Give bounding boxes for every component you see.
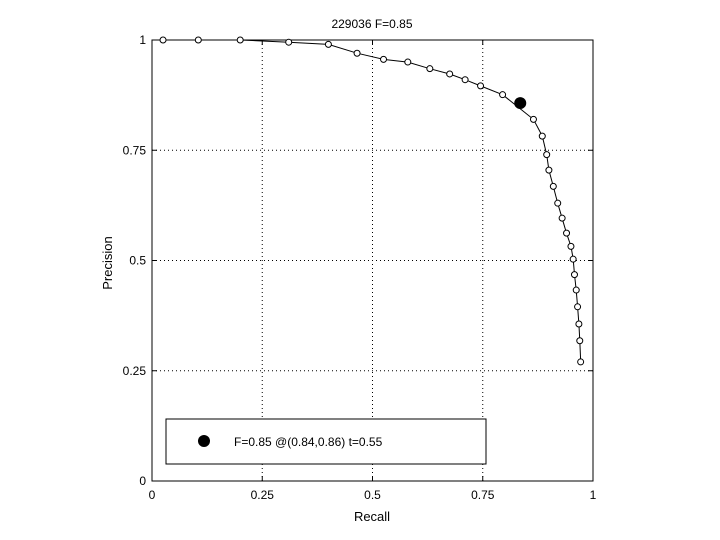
data-point <box>461 76 469 84</box>
y-tick-label: 0 <box>139 474 146 488</box>
x-tick-label: 0 <box>149 488 156 502</box>
x-tick-label: 1 <box>590 488 597 502</box>
x-tick-label: 0.25 <box>251 488 275 502</box>
data-point <box>558 214 566 222</box>
legend-label: F=0.85 @(0.84,0.86) t=0.55 <box>234 435 383 449</box>
x-tick-label: 0.5 <box>364 488 381 502</box>
data-point <box>569 255 577 263</box>
data-point <box>575 320 583 328</box>
x-axis-label: Recall <box>354 509 390 524</box>
data-point <box>549 182 557 190</box>
data-point <box>554 199 562 207</box>
y-tick-label: 0.25 <box>123 364 147 378</box>
data-point <box>426 65 434 73</box>
legend-box <box>165 418 487 465</box>
data-point <box>285 38 293 46</box>
y-axis-label: Precision <box>100 236 115 289</box>
data-point <box>194 36 202 44</box>
y-tick-label: 0.75 <box>123 143 147 157</box>
y-tick-label: 0.5 <box>129 254 146 268</box>
data-point <box>576 337 584 345</box>
axis-ticks: 0 0.25 0.5 0.75 1 0 0.25 0.5 0.75 1 <box>123 33 597 502</box>
data-point <box>159 36 167 44</box>
legend-marker-best-point <box>198 435 210 447</box>
y-tick-label: 1 <box>139 33 146 47</box>
data-point <box>324 40 332 48</box>
series-group <box>159 36 585 366</box>
data-point <box>577 358 585 366</box>
data-point <box>567 242 575 250</box>
x-tick-label: 0.75 <box>471 488 495 502</box>
data-point <box>570 271 578 279</box>
data-point <box>574 303 582 311</box>
data-point <box>353 49 361 57</box>
grid-lines <box>152 40 593 481</box>
data-point <box>572 286 580 294</box>
data-point <box>446 70 454 78</box>
data-point <box>529 115 537 123</box>
data-point <box>380 55 388 63</box>
data-point <box>543 151 551 159</box>
data-point <box>563 229 571 237</box>
data-point <box>477 82 485 90</box>
legend: F=0.85 @(0.84,0.86) t=0.55 <box>165 418 487 465</box>
best-f-point <box>514 97 527 110</box>
data-point <box>538 132 546 140</box>
data-point <box>404 58 412 66</box>
data-point <box>545 166 553 174</box>
chart-title: 229036 F=0.85 <box>331 17 412 31</box>
data-point <box>499 91 507 99</box>
data-point <box>236 36 244 44</box>
